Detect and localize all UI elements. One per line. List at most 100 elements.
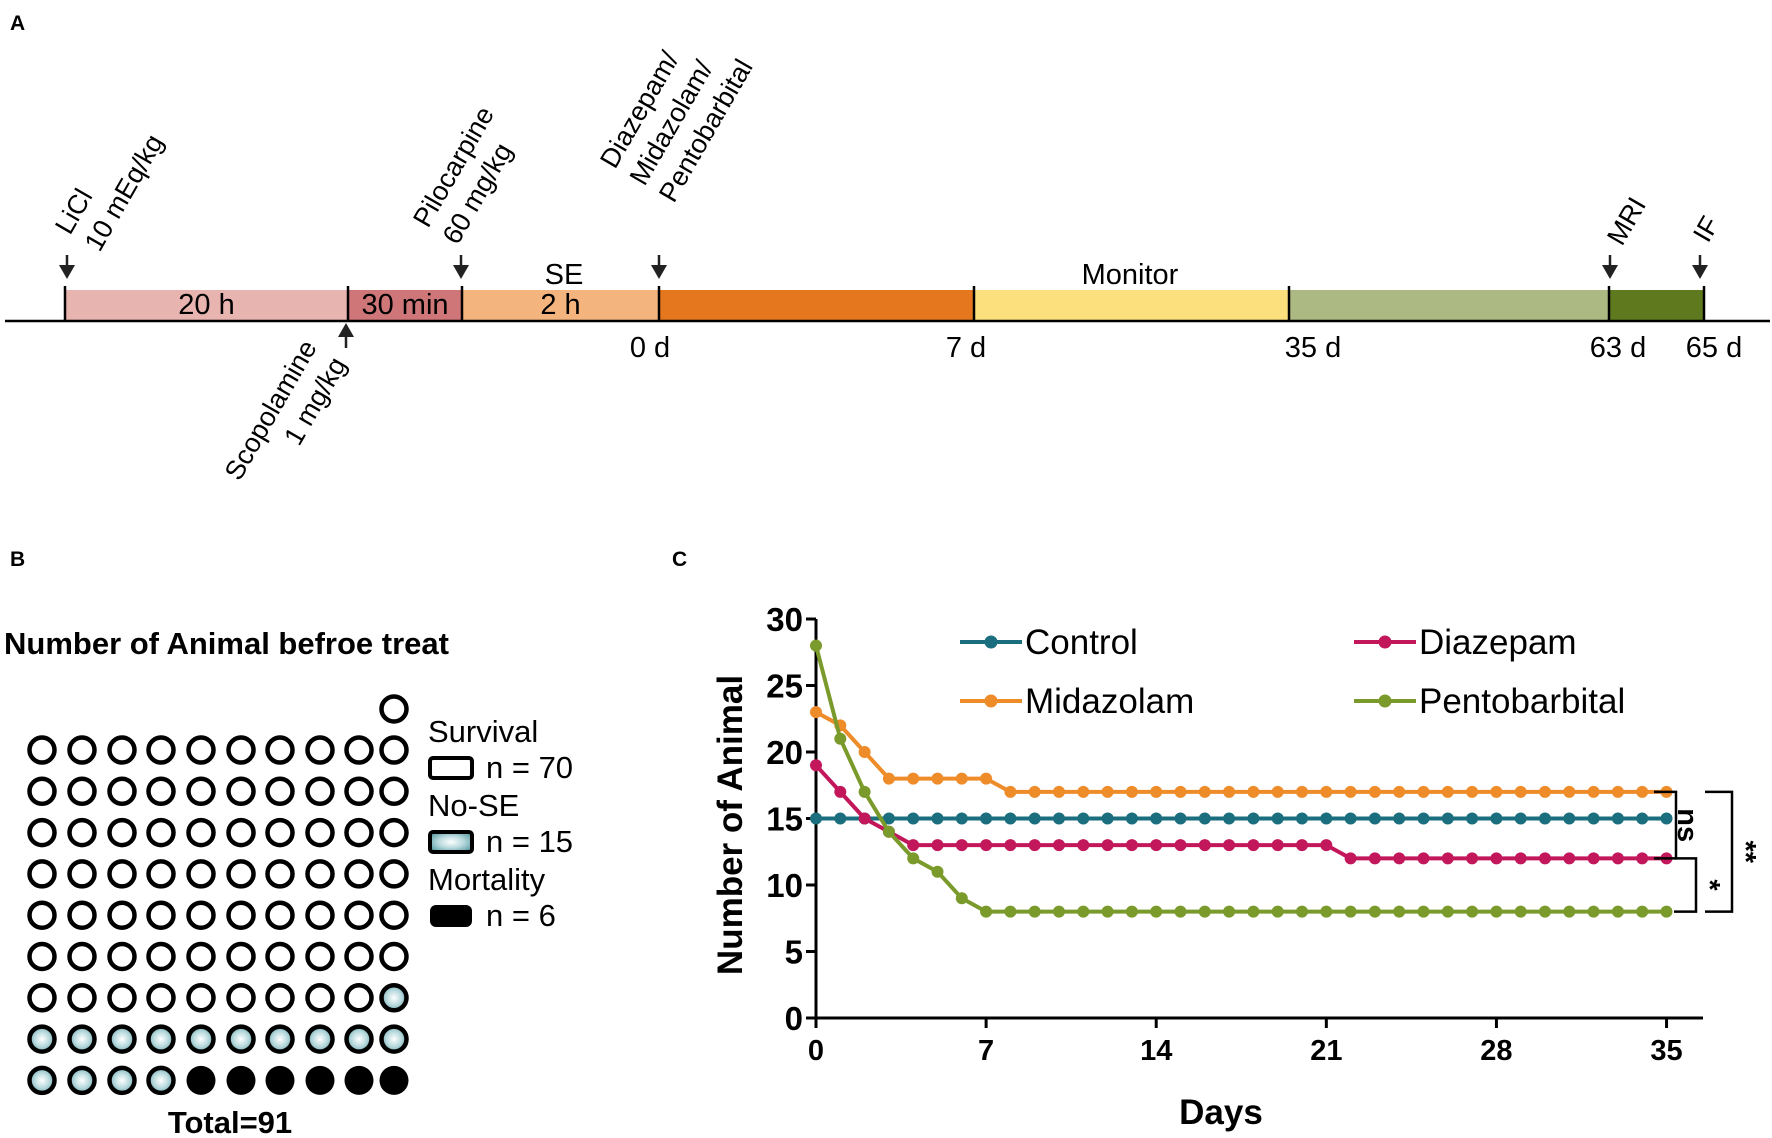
data-point-pentobarbital bbox=[1587, 905, 1600, 918]
survival-dot bbox=[107, 735, 137, 765]
data-point-pentobarbital bbox=[810, 639, 822, 652]
legend-label: Control bbox=[1025, 623, 1138, 662]
data-point-diazepam bbox=[1296, 839, 1308, 852]
data-point-pentobarbital bbox=[1611, 905, 1624, 918]
data-point-control bbox=[882, 812, 895, 825]
survival-dot bbox=[186, 735, 216, 765]
survival-dot bbox=[265, 941, 295, 972]
data-point-diazepam bbox=[1053, 839, 1065, 852]
data-point-midazolam bbox=[1028, 785, 1041, 798]
survival-dot bbox=[146, 859, 176, 889]
timeline-segments bbox=[65, 290, 1704, 321]
survival-dot bbox=[146, 776, 176, 807]
data-point-pentobarbital bbox=[1539, 905, 1551, 918]
data-point-pentobarbital bbox=[1368, 905, 1381, 918]
survival-dot bbox=[146, 941, 176, 972]
data-point-pentobarbital bbox=[1053, 905, 1065, 918]
timeline-segment bbox=[1609, 290, 1704, 321]
data-point-midazolam bbox=[810, 706, 822, 719]
data-point-midazolam bbox=[1004, 785, 1017, 798]
data-point-control bbox=[1174, 812, 1187, 825]
data-point-midazolam bbox=[1539, 785, 1551, 798]
survival-dot bbox=[107, 900, 137, 930]
no-se-dot bbox=[379, 1024, 409, 1054]
data-point-control bbox=[1271, 812, 1284, 825]
x-tick-label: 14 bbox=[1140, 1035, 1172, 1067]
survival-dot bbox=[379, 776, 409, 807]
data-point-pentobarbital bbox=[1223, 905, 1236, 918]
data-point-control bbox=[1344, 812, 1357, 825]
survival-dot bbox=[27, 735, 57, 765]
survival-dot bbox=[67, 983, 97, 1013]
data-point-pentobarbital bbox=[1563, 905, 1576, 918]
panel-b-letter: B bbox=[10, 548, 25, 571]
legend-swatch-survival bbox=[428, 756, 474, 780]
data-point-diazepam bbox=[1174, 839, 1187, 852]
arrow-head bbox=[59, 265, 75, 279]
data-point-control bbox=[1417, 812, 1430, 825]
event-arrows bbox=[59, 255, 1708, 348]
data-point-pentobarbital bbox=[1320, 905, 1333, 918]
arrow-head bbox=[1692, 265, 1708, 279]
data-point-pentobarbital bbox=[1004, 905, 1017, 918]
data-point-pentobarbital bbox=[1344, 905, 1357, 918]
survival-dot bbox=[379, 735, 409, 765]
survival-dot bbox=[379, 859, 409, 889]
data-point-pentobarbital bbox=[1514, 905, 1527, 918]
data-point-pentobarbital bbox=[955, 892, 968, 905]
data-point-control bbox=[1223, 812, 1236, 825]
survival-dot bbox=[67, 859, 97, 889]
data-point-pentobarbital bbox=[1441, 905, 1454, 918]
data-point-midazolam bbox=[1174, 785, 1187, 798]
data-point-pentobarbital bbox=[834, 732, 847, 745]
panel-b-animal-counts: B Number of Animal befroe treat Survival… bbox=[4, 548, 573, 1138]
x-tick-label: 21 bbox=[1310, 1035, 1342, 1067]
segment-duration-label: 2 h bbox=[540, 289, 580, 321]
timeline-segment bbox=[462, 290, 659, 321]
legend-count: n = 70 bbox=[486, 750, 573, 785]
significance-bracket bbox=[1674, 857, 1698, 913]
survival-dot bbox=[265, 900, 295, 930]
mortality-dot bbox=[305, 1065, 335, 1095]
data-point-midazolam bbox=[1587, 785, 1600, 798]
survival-dot bbox=[107, 817, 137, 848]
no-se-dot bbox=[107, 1065, 137, 1096]
data-point-pentobarbital bbox=[1198, 905, 1211, 918]
total-label: Total=91 bbox=[168, 1105, 292, 1138]
data-point-midazolam bbox=[1198, 785, 1211, 798]
data-point-midazolam bbox=[1223, 785, 1236, 798]
arrow-head bbox=[453, 265, 469, 279]
data-point-control bbox=[1466, 812, 1479, 825]
event-label-group: MRI bbox=[1601, 192, 1652, 250]
x-tick-label: 28 bbox=[1480, 1035, 1512, 1067]
survival-dot bbox=[67, 817, 97, 848]
timeline-segment bbox=[659, 290, 974, 321]
survival-dot bbox=[67, 735, 97, 765]
arrow-head bbox=[651, 265, 667, 279]
data-point-diazepam bbox=[1150, 839, 1163, 852]
survival-dot bbox=[379, 900, 409, 930]
data-point-diazepam bbox=[1004, 839, 1017, 852]
survival-dot bbox=[265, 983, 295, 1013]
mortality-dot bbox=[226, 1065, 256, 1095]
day-tick-label: 0 d bbox=[630, 332, 670, 364]
data-point-diazepam bbox=[1539, 852, 1551, 865]
data-point-pentobarbital bbox=[1490, 905, 1503, 918]
data-point-diazepam bbox=[1636, 852, 1649, 865]
data-point-control bbox=[810, 812, 822, 825]
survival-dot bbox=[186, 983, 216, 1013]
legend-label: Mortality bbox=[428, 862, 546, 897]
timeline-dividers bbox=[63, 286, 1706, 321]
survival-dot bbox=[226, 817, 256, 848]
data-point-pentobarbital bbox=[1466, 905, 1479, 918]
legend-swatch-no-se bbox=[428, 830, 474, 854]
data-point-pentobarbital bbox=[1028, 905, 1041, 918]
data-point-control bbox=[1150, 812, 1163, 825]
survival-dot bbox=[344, 817, 374, 848]
data-point-diazepam bbox=[1125, 839, 1138, 852]
data-point-pentobarbital bbox=[882, 825, 895, 838]
survival-dot bbox=[27, 859, 57, 889]
survival-dot bbox=[226, 735, 256, 765]
